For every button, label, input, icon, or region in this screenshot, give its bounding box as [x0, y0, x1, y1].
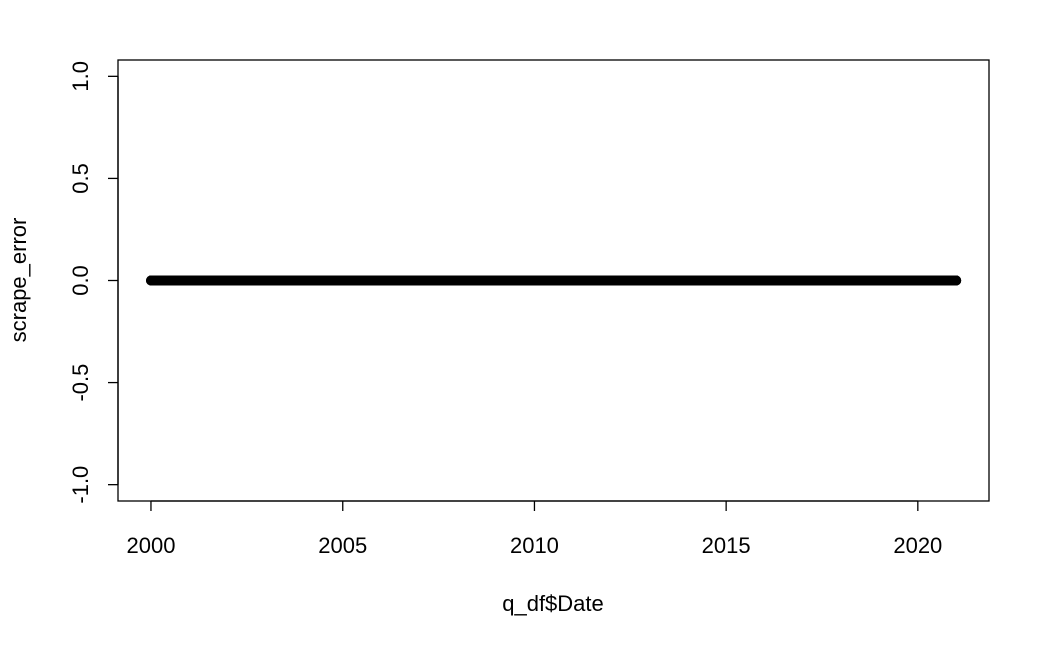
data-points: [145, 275, 962, 286]
